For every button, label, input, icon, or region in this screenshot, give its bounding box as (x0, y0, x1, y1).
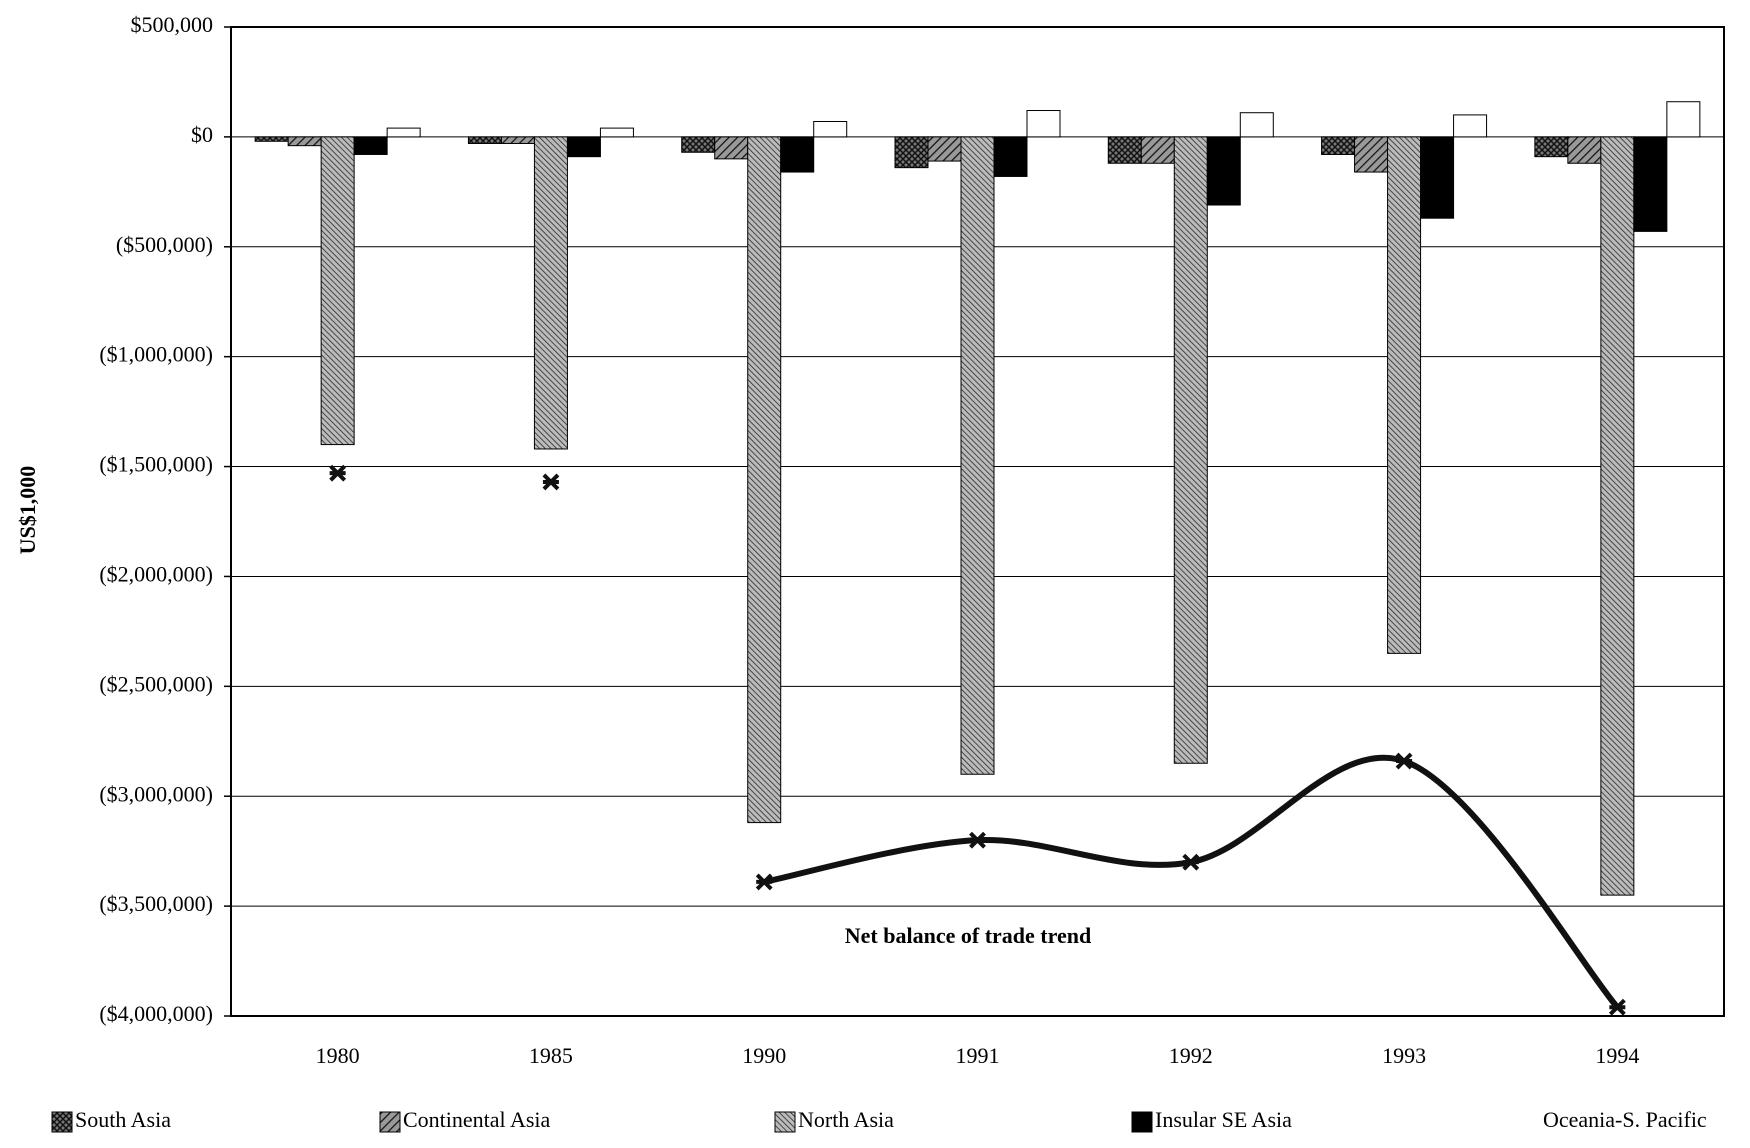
legend-label: North Asia (798, 1107, 894, 1132)
bar (1321, 136, 1356, 155)
bar (1026, 110, 1061, 138)
bar (1206, 136, 1241, 206)
bar (467, 136, 502, 144)
legend-swatch (51, 1111, 73, 1133)
bar (714, 136, 749, 160)
y-axis-label: US$1,000 (15, 466, 40, 555)
bar (566, 136, 601, 158)
x-tick-label: 1992 (1169, 1043, 1213, 1068)
bar (599, 127, 634, 138)
bar (1173, 136, 1208, 764)
legend-label: Oceania-S. Pacific (1543, 1107, 1707, 1132)
bar (813, 121, 848, 138)
legend-swatch (379, 1111, 401, 1133)
trend-marker (329, 464, 347, 482)
bar (500, 136, 535, 144)
bar (681, 136, 716, 153)
bar (1239, 112, 1274, 138)
x-tick-label: 1985 (529, 1043, 573, 1068)
trend-marker (1395, 752, 1413, 770)
bar (353, 136, 388, 155)
y-tick-label: ($1,000,000) (99, 342, 213, 367)
trend-marker (755, 873, 773, 891)
trend-marker (969, 831, 986, 849)
trend-marker (1608, 998, 1626, 1016)
bar (960, 136, 995, 775)
y-tick-label: $500,000 (131, 12, 214, 37)
bar (1534, 136, 1569, 158)
x-tick-label: 1994 (1595, 1043, 1639, 1068)
bar (320, 136, 355, 446)
bar (894, 136, 929, 169)
bar (1666, 101, 1701, 138)
bar (780, 136, 815, 173)
legend-label: Continental Asia (403, 1107, 551, 1132)
legend-swatch (1520, 1112, 1540, 1132)
bar (1633, 136, 1668, 232)
plot-frame (230, 26, 1725, 1017)
y-tick-label: ($4,000,000) (99, 1001, 213, 1026)
y-tick-label: ($1,500,000) (99, 452, 213, 477)
legend-swatch (774, 1111, 796, 1133)
y-tick-label: $0 (191, 122, 213, 147)
y-tick-label: ($3,000,000) (99, 781, 213, 806)
bar (386, 127, 421, 138)
bar (1600, 136, 1635, 896)
bar (1140, 136, 1175, 164)
bar (287, 136, 322, 147)
bar (1387, 136, 1422, 654)
legend-label: South Asia (75, 1107, 171, 1132)
bar (993, 136, 1028, 177)
y-tick-label: ($2,000,000) (99, 561, 213, 586)
trend-marker (1182, 853, 1200, 871)
bar (1567, 136, 1602, 164)
x-tick-label: 1990 (742, 1043, 786, 1068)
legend-label: Insular SE Asia (1155, 1107, 1292, 1132)
x-tick-label: 1980 (316, 1043, 360, 1068)
bar (1453, 114, 1488, 138)
bar (927, 136, 962, 162)
legend-swatch (1131, 1111, 1153, 1133)
bar (254, 136, 289, 142)
bar (1420, 136, 1455, 219)
annotation: Net balance of trade trend (845, 923, 1091, 948)
bar (1354, 136, 1389, 173)
bar (533, 136, 568, 450)
bar (747, 136, 782, 824)
x-tick-label: 1993 (1382, 1043, 1426, 1068)
x-tick-label: 1991 (956, 1043, 1000, 1068)
bar (1107, 136, 1142, 164)
y-tick-label: ($500,000) (116, 232, 213, 257)
y-tick-label: ($2,500,000) (99, 671, 213, 696)
y-tick-label: ($3,500,000) (99, 891, 213, 916)
trend-marker (542, 473, 560, 491)
trend-line (763, 754, 1620, 1010)
